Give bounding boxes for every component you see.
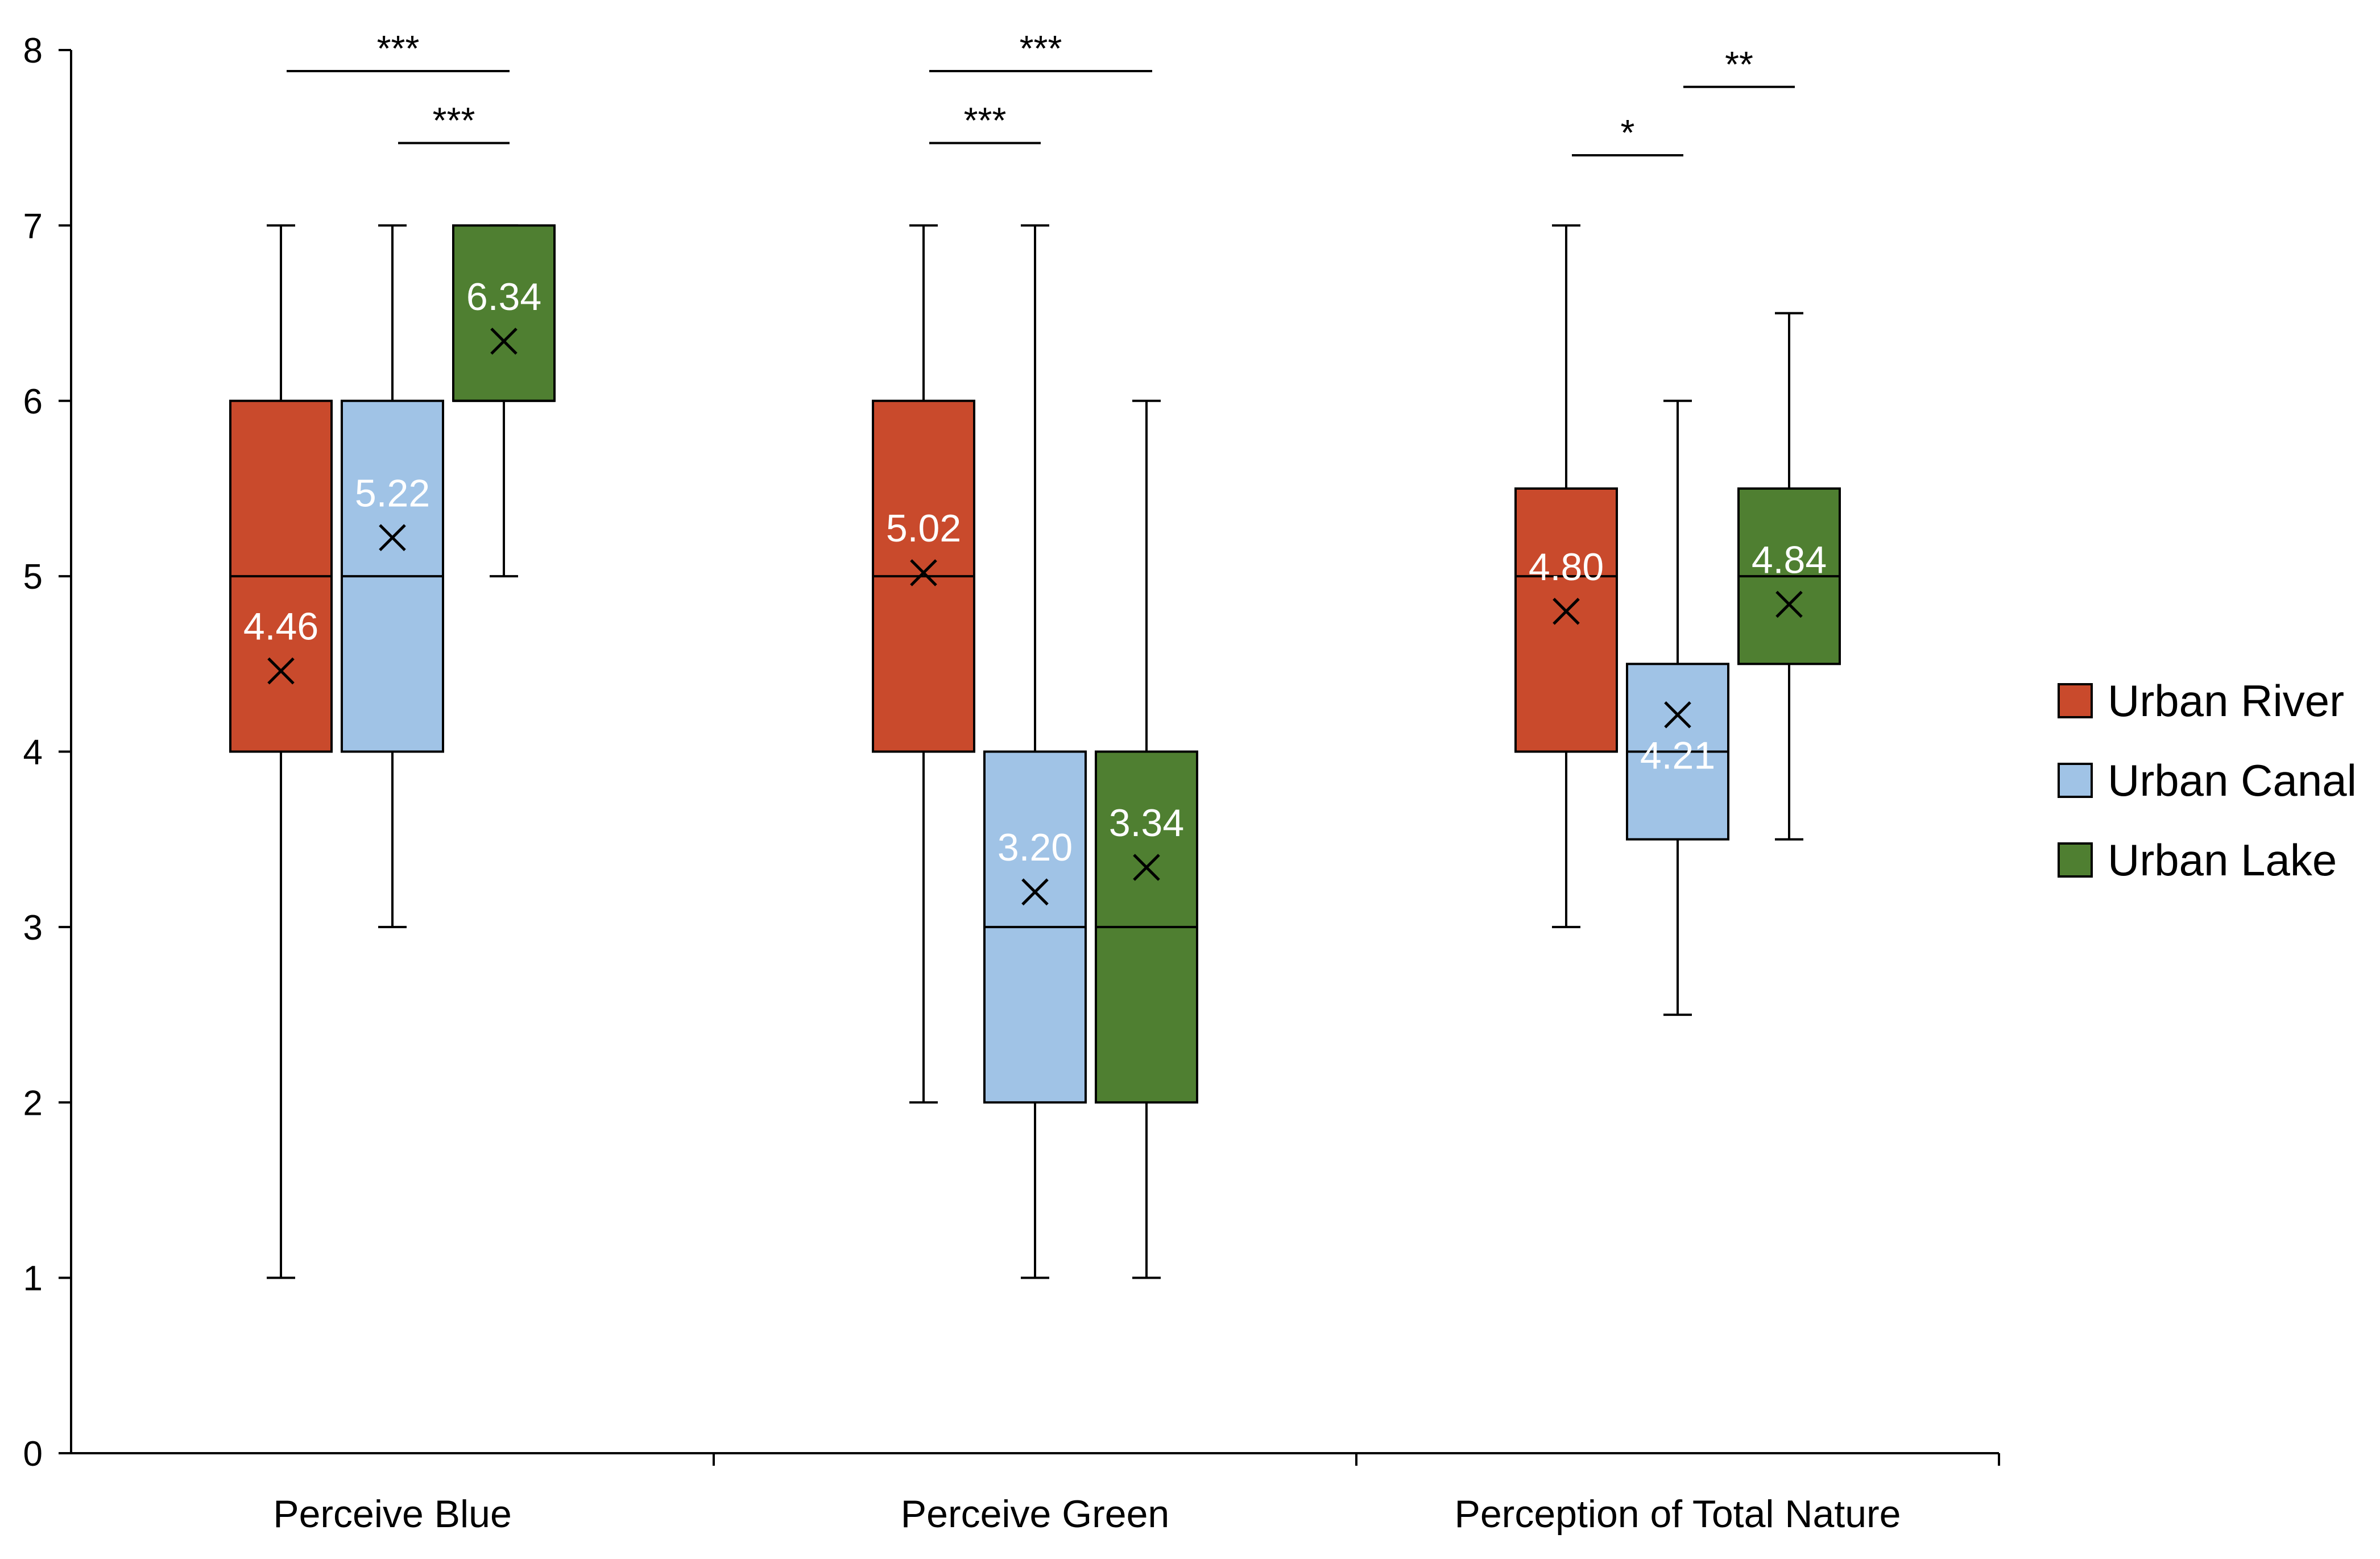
significance-bracket: ** xyxy=(1683,44,1795,88)
box-urban-canal: 3.20 xyxy=(983,224,1087,1279)
mean-marker xyxy=(1133,854,1160,881)
mean-marker xyxy=(1553,598,1580,625)
box-iqr xyxy=(452,224,556,402)
y-tick-label: 7 xyxy=(23,206,43,246)
mean-value-label: 5.02 xyxy=(886,507,961,550)
box-urban-river: 4.80 xyxy=(1514,224,1618,928)
boxes: 4.46 5.02 4.80 5.22 3.20 4.21 6.34 3.34 4.84 xyxy=(229,224,1841,1279)
significance-label: ** xyxy=(1725,44,1753,85)
category-label: Perception of Total Nature xyxy=(1455,1492,1901,1536)
significance-label: *** xyxy=(377,28,420,69)
mean-marker xyxy=(910,559,937,586)
significance-bracket: *** xyxy=(287,28,510,73)
y-tick-label: 8 xyxy=(23,31,43,71)
box-urban-river: 5.02 xyxy=(872,224,975,1104)
mean-marker-stroke xyxy=(1664,701,1691,729)
mean-value-label: 4.46 xyxy=(243,605,318,648)
significance-bracket: *** xyxy=(398,100,510,144)
legend-item: Urban Canal xyxy=(2058,755,2357,805)
significance-brackets: ************ *** xyxy=(287,28,1795,157)
box-urban-canal: 5.22 xyxy=(341,224,444,928)
legend: Urban River Urban Canal Urban Lake xyxy=(2058,676,2357,885)
mean-value-label: 4.84 xyxy=(1752,538,1827,581)
y-tick-label: 1 xyxy=(23,1259,43,1299)
significance-label: *** xyxy=(433,100,475,140)
mean-marker-stroke xyxy=(1133,854,1160,881)
box-urban-lake: 3.34 xyxy=(1095,399,1198,1279)
y-tick-label: 4 xyxy=(23,733,43,772)
legend-swatch xyxy=(2058,683,2093,718)
mean-marker xyxy=(1021,878,1049,905)
mean-value-label: 4.21 xyxy=(1640,734,1715,778)
mean-marker-stroke xyxy=(1553,598,1580,625)
mean-marker-stroke xyxy=(379,524,406,552)
box-urban-lake: 6.34 xyxy=(452,224,556,578)
legend-label: Urban Lake xyxy=(2108,835,2337,885)
y-tick-label: 0 xyxy=(23,1434,43,1474)
mean-marker-stroke xyxy=(910,559,937,586)
category-labels: Perceive Blue Perceive Green Perception of… xyxy=(273,1492,1901,1536)
mean-marker xyxy=(1775,590,1803,618)
significance-bracket: *** xyxy=(929,100,1041,144)
legend-item: Urban Lake xyxy=(2058,835,2337,885)
mean-marker xyxy=(490,328,518,355)
box-iqr xyxy=(1514,487,1618,753)
significance-label: *** xyxy=(1020,28,1062,69)
mean-marker xyxy=(1664,701,1691,729)
category-label: Perceive Blue xyxy=(273,1492,512,1536)
mean-marker xyxy=(267,657,295,685)
mean-value-label: 6.34 xyxy=(466,275,541,319)
y-tick-label: 5 xyxy=(23,557,43,597)
mean-marker-stroke xyxy=(267,657,295,685)
y-tick-label: 6 xyxy=(23,382,43,421)
y-axis-ticks: 0 1 2 3 4 5 6 7 8 xyxy=(23,31,71,1474)
box-urban-canal: 4.21 xyxy=(1626,399,1729,1016)
legend-label: Urban River xyxy=(2108,676,2344,726)
significance-bracket: * xyxy=(1572,112,1683,157)
mean-marker-stroke xyxy=(1775,590,1803,618)
legend-item: Urban River xyxy=(2058,676,2344,726)
significance-bracket: *** xyxy=(929,28,1152,73)
mean-value-label: 4.80 xyxy=(1529,545,1604,589)
legend-swatch xyxy=(2058,842,2093,878)
mean-value-label: 3.20 xyxy=(997,826,1073,869)
mean-marker xyxy=(379,524,406,552)
category-label: Perceive Green xyxy=(901,1492,1169,1536)
mean-marker-stroke xyxy=(490,328,518,355)
legend-label: Urban Canal xyxy=(2108,755,2357,805)
mean-marker-stroke xyxy=(1021,878,1049,905)
box-urban-lake: 4.84 xyxy=(1737,312,1841,841)
box-urban-river: 4.46 xyxy=(229,224,333,1279)
legend-swatch xyxy=(2058,763,2093,798)
significance-label: * xyxy=(1621,112,1635,153)
y-tick-label: 3 xyxy=(23,908,43,948)
mean-value-label: 5.22 xyxy=(355,472,430,515)
y-tick-label: 2 xyxy=(23,1084,43,1123)
mean-value-label: 3.34 xyxy=(1109,801,1184,845)
significance-label: *** xyxy=(964,100,1007,140)
